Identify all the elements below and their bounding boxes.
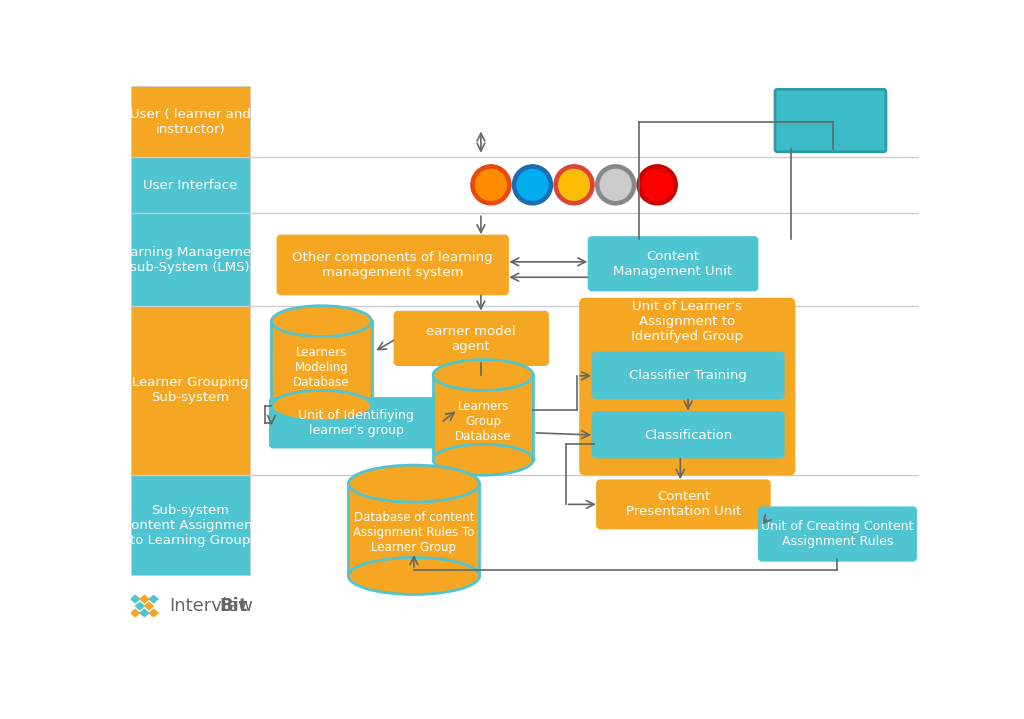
Circle shape bbox=[475, 170, 506, 200]
Ellipse shape bbox=[271, 390, 372, 421]
FancyBboxPatch shape bbox=[131, 214, 920, 306]
FancyBboxPatch shape bbox=[759, 508, 915, 561]
Ellipse shape bbox=[433, 360, 534, 390]
FancyBboxPatch shape bbox=[131, 214, 250, 306]
FancyBboxPatch shape bbox=[131, 306, 920, 475]
Text: Content
Presentation Unit: Content Presentation Unit bbox=[626, 490, 741, 518]
Text: Unit of Learner's
Assignment to
Identifyed Group: Unit of Learner's Assignment to Identify… bbox=[631, 300, 743, 343]
Text: User Interface: User Interface bbox=[143, 179, 238, 192]
Circle shape bbox=[554, 165, 594, 205]
Ellipse shape bbox=[271, 306, 372, 336]
Text: Learning Management
sub-System (LMS): Learning Management sub-System (LMS) bbox=[116, 245, 265, 273]
Text: Learner Grouping
Sub-system: Learner Grouping Sub-system bbox=[132, 377, 249, 404]
Text: Bit: Bit bbox=[219, 597, 248, 615]
Text: Database of content
Assignment Rules To
Learner Group: Database of content Assignment Rules To … bbox=[353, 511, 474, 554]
FancyBboxPatch shape bbox=[131, 157, 920, 214]
FancyBboxPatch shape bbox=[775, 89, 886, 152]
Ellipse shape bbox=[348, 465, 479, 502]
Circle shape bbox=[642, 170, 673, 200]
FancyBboxPatch shape bbox=[131, 475, 920, 575]
Text: Learners
Modeling
Database: Learners Modeling Database bbox=[293, 346, 350, 389]
Text: Classifier Training: Classifier Training bbox=[629, 370, 746, 383]
FancyBboxPatch shape bbox=[593, 353, 783, 398]
Polygon shape bbox=[148, 595, 159, 604]
Text: User ( learner and
instructor): User ( learner and instructor) bbox=[130, 108, 251, 136]
FancyBboxPatch shape bbox=[250, 475, 920, 575]
Circle shape bbox=[559, 170, 590, 200]
Text: Learners
Group
Database: Learners Group Database bbox=[455, 400, 511, 443]
Polygon shape bbox=[130, 595, 140, 604]
FancyBboxPatch shape bbox=[593, 412, 783, 457]
FancyBboxPatch shape bbox=[250, 214, 920, 306]
Text: Other components of learning
management system: Other components of learning management … bbox=[292, 251, 493, 279]
Circle shape bbox=[517, 170, 548, 200]
FancyBboxPatch shape bbox=[270, 398, 442, 447]
FancyBboxPatch shape bbox=[589, 237, 758, 290]
Polygon shape bbox=[148, 608, 159, 618]
Circle shape bbox=[512, 165, 553, 205]
Polygon shape bbox=[134, 601, 145, 610]
Polygon shape bbox=[139, 595, 150, 604]
Text: earner model
agent: earner model agent bbox=[426, 325, 516, 353]
FancyBboxPatch shape bbox=[597, 480, 770, 528]
FancyBboxPatch shape bbox=[131, 86, 920, 157]
Ellipse shape bbox=[348, 557, 479, 595]
FancyBboxPatch shape bbox=[250, 157, 920, 214]
Text: Unit of Identifiying
learner's group: Unit of Identifiying learner's group bbox=[298, 409, 414, 436]
Ellipse shape bbox=[433, 444, 534, 475]
Text: Interview: Interview bbox=[169, 597, 253, 615]
Text: Classification: Classification bbox=[644, 429, 732, 441]
Text: Unit of Creating Content
Assignment Rules: Unit of Creating Content Assignment Rule… bbox=[761, 521, 913, 549]
Bar bbox=[348, 484, 479, 576]
Text: Sub-system
Content Assignment
to Learning Group: Sub-system Content Assignment to Learnin… bbox=[122, 504, 258, 546]
FancyBboxPatch shape bbox=[131, 306, 250, 475]
FancyBboxPatch shape bbox=[250, 86, 920, 157]
Circle shape bbox=[600, 170, 631, 200]
FancyBboxPatch shape bbox=[131, 575, 920, 640]
FancyBboxPatch shape bbox=[394, 312, 548, 365]
Circle shape bbox=[596, 165, 636, 205]
Circle shape bbox=[471, 165, 511, 205]
Polygon shape bbox=[143, 601, 155, 610]
Polygon shape bbox=[130, 608, 140, 618]
FancyBboxPatch shape bbox=[131, 86, 250, 157]
Bar bbox=[271, 321, 372, 406]
Bar bbox=[433, 375, 534, 459]
FancyBboxPatch shape bbox=[131, 157, 250, 214]
FancyBboxPatch shape bbox=[131, 475, 250, 575]
Polygon shape bbox=[139, 608, 150, 618]
Circle shape bbox=[637, 165, 677, 205]
Text: Content
Management Unit: Content Management Unit bbox=[613, 250, 732, 278]
FancyBboxPatch shape bbox=[278, 236, 508, 294]
FancyBboxPatch shape bbox=[581, 299, 795, 475]
FancyBboxPatch shape bbox=[250, 306, 920, 475]
